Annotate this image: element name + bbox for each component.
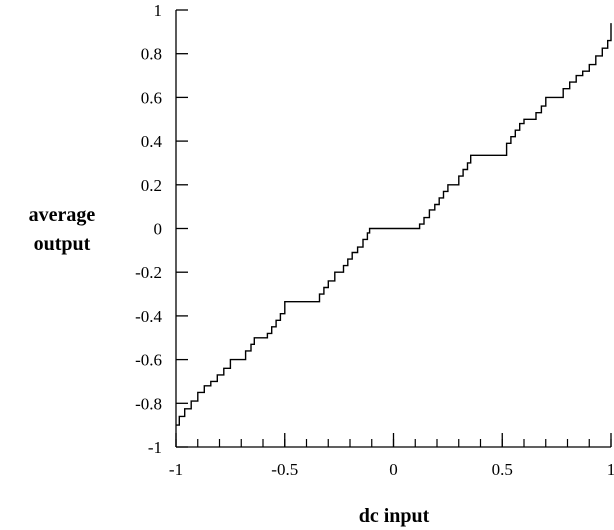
x-tick-label: -1	[169, 460, 183, 479]
x-axis: -1 -0.5 0 0.5 1	[169, 433, 614, 479]
y-tick-label: -0.6	[135, 351, 162, 370]
y-tick-label: 0.4	[141, 132, 163, 151]
y-tick-label: -0.2	[135, 263, 162, 282]
y-tick-label: -0.8	[135, 394, 162, 413]
y-tick-label: 0.8	[141, 45, 162, 64]
series-line	[176, 23, 612, 426]
y-axis-title-line-2: output	[34, 233, 91, 255]
x-tick-label: 0.5	[492, 460, 513, 479]
data-series	[176, 23, 612, 426]
y-axis-title-line-1: average	[29, 204, 96, 226]
y-tick-label: 0.2	[141, 176, 162, 195]
x-axis-title: dc input	[359, 505, 430, 527]
x-tick-label: 1	[607, 460, 614, 479]
y-tick-label: 1	[154, 1, 163, 20]
y-tick-label: -0.4	[135, 307, 162, 326]
x-tick-label: 0	[389, 460, 398, 479]
x-tick-label: -0.5	[271, 460, 298, 479]
y-tick-label: -1	[148, 438, 162, 457]
y-tick-label: 0.6	[141, 88, 162, 107]
y-axis: -1 -0.8 -0.6 -0.4 -0.2 0 0.2 0.4 0.6 0.8 1	[135, 1, 188, 457]
y-tick-label: 0	[154, 220, 163, 239]
